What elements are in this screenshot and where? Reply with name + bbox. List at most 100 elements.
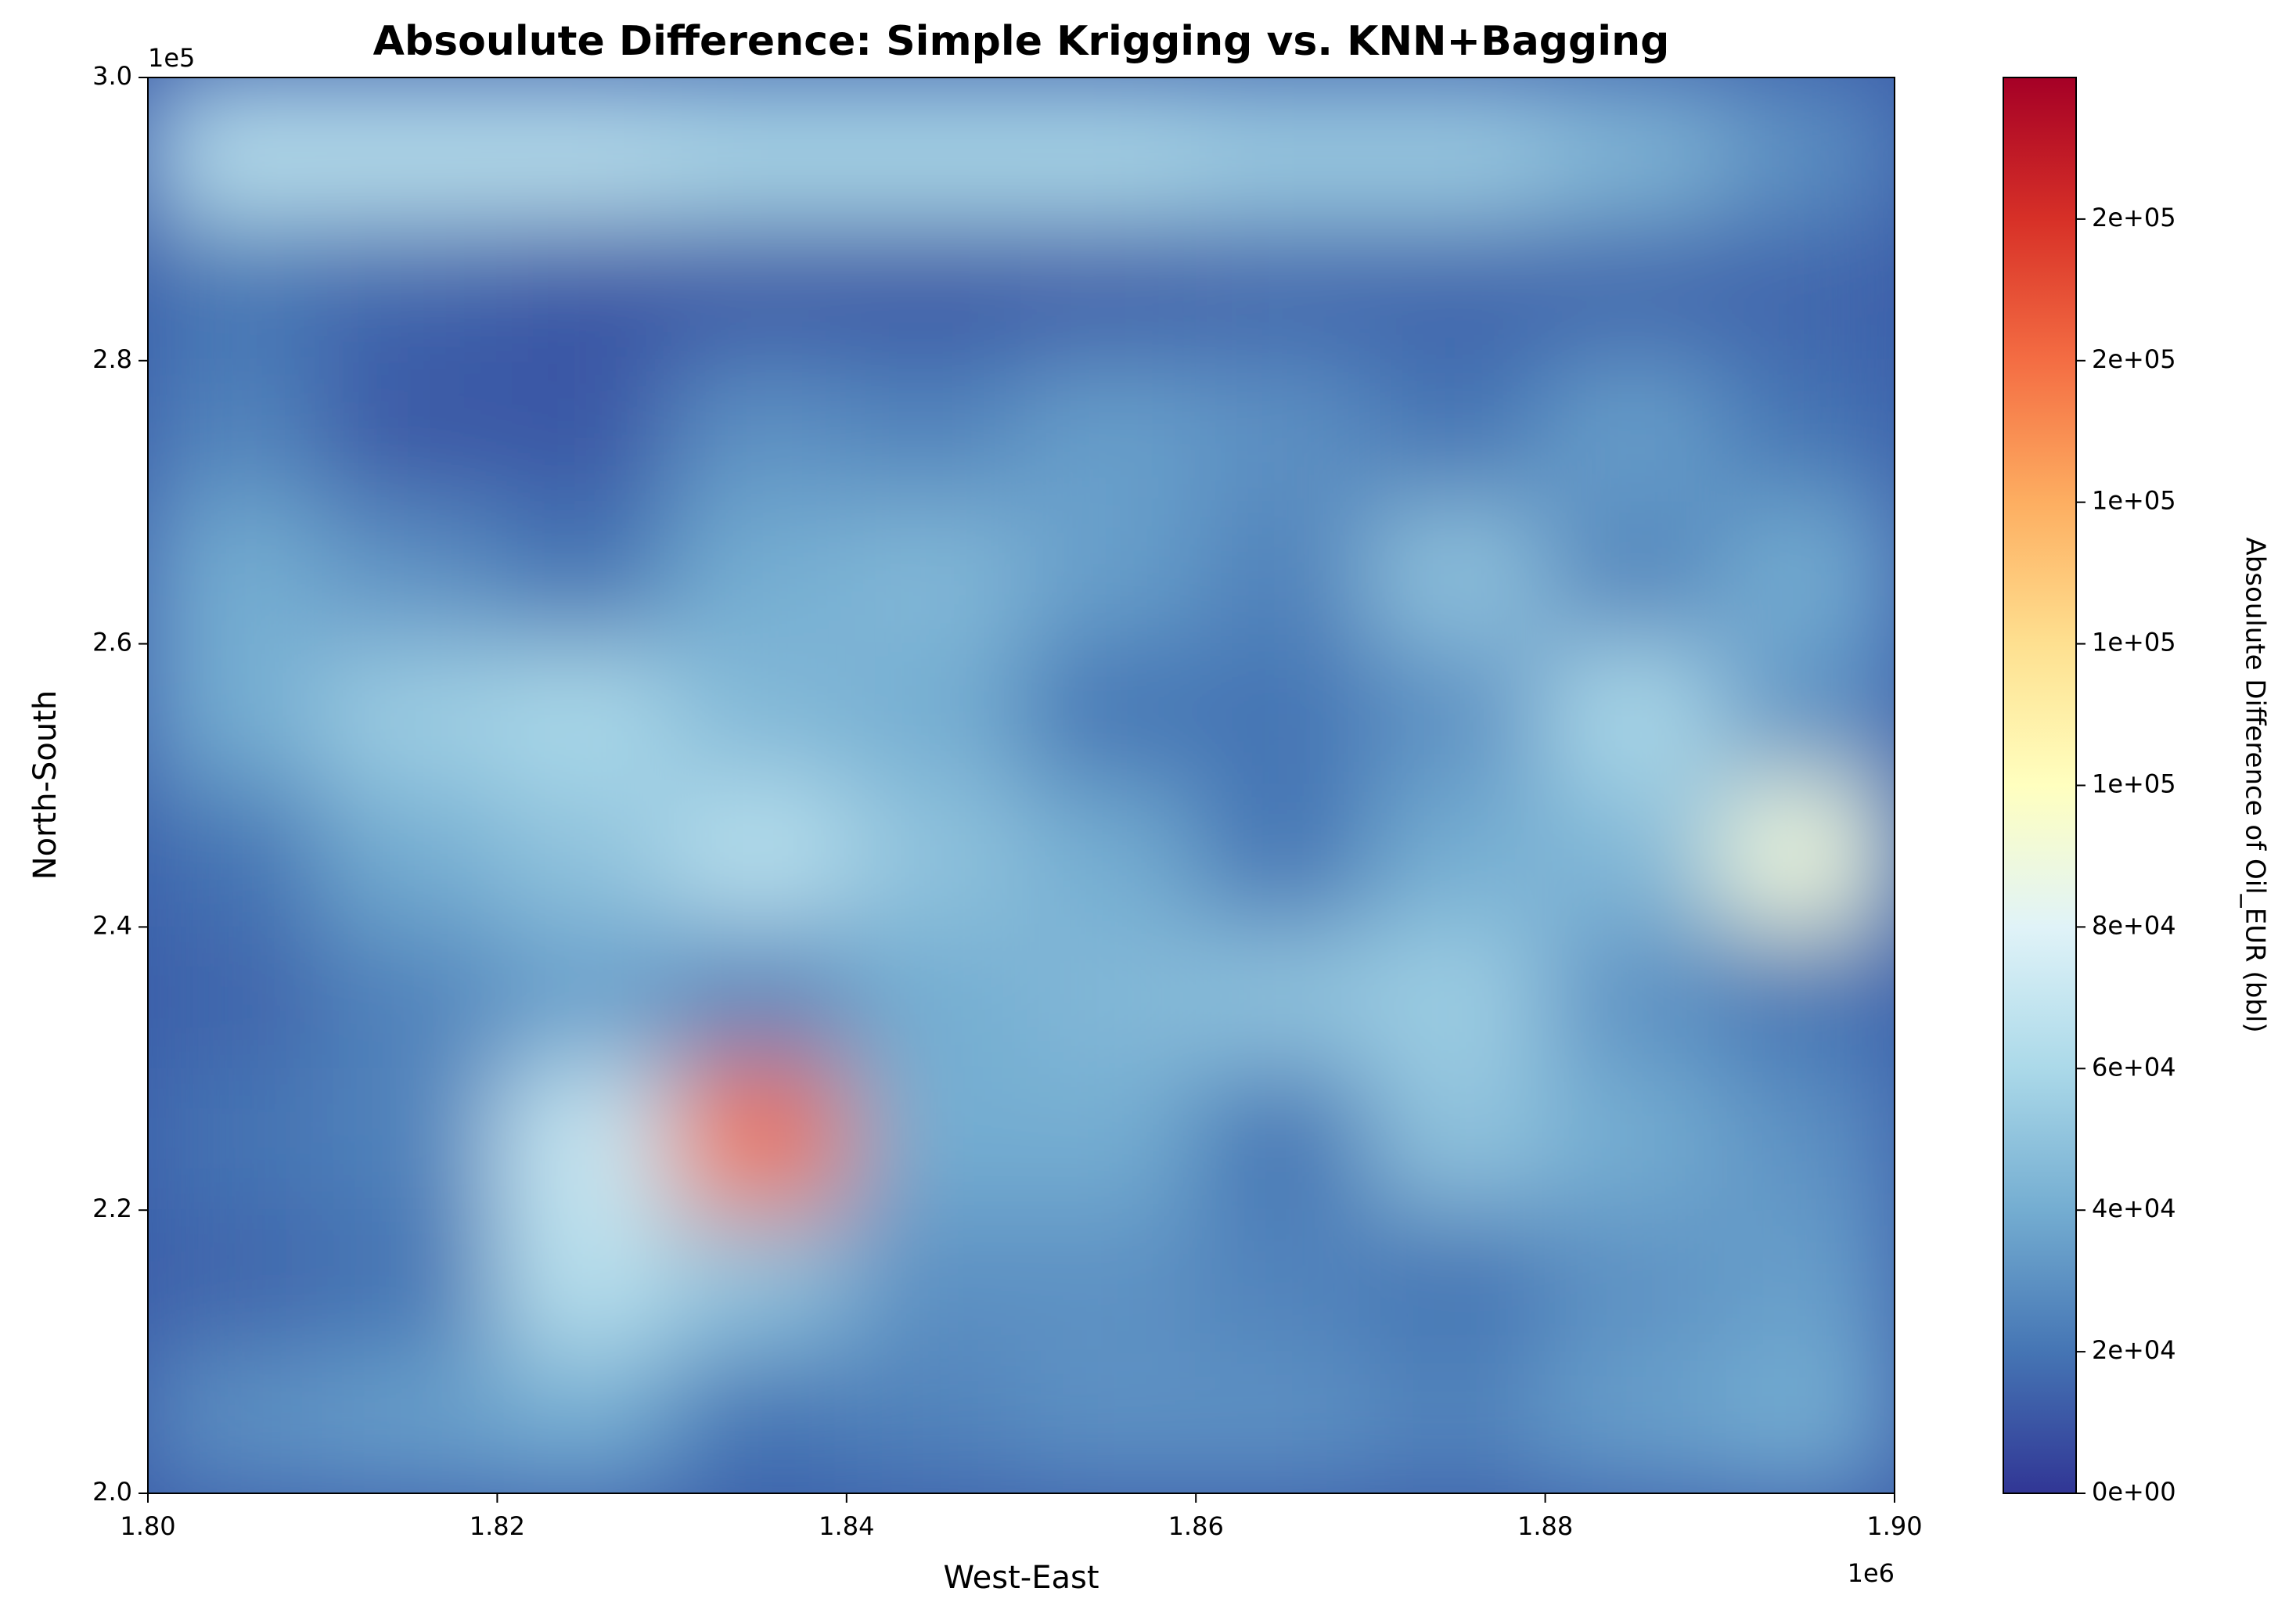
field-cell — [1020, 1351, 1197, 1493]
field-cell — [845, 643, 1022, 787]
field-cell — [845, 218, 1022, 362]
y-tick-label: 2.0 — [92, 1477, 132, 1507]
field-cell — [496, 1209, 673, 1353]
field-cell — [1369, 784, 1546, 928]
field-cell — [845, 926, 1022, 1070]
field-cell — [845, 77, 1022, 220]
field-cell — [1718, 77, 1895, 220]
field-cell — [148, 77, 324, 220]
field-cell — [1195, 1209, 1372, 1353]
field-cell — [1020, 1209, 1197, 1353]
y-tick-label: 2.2 — [92, 1194, 132, 1223]
field-cell — [1020, 1068, 1197, 1212]
field-cell — [322, 218, 498, 362]
field-cell — [148, 784, 324, 928]
field-cell — [496, 218, 673, 362]
chart-title: Absoulute Difference: Simple Krigging vs… — [373, 18, 1670, 65]
field-cell — [1544, 1209, 1721, 1353]
colorbar-tick-label: 6e+04 — [2092, 1052, 2176, 1082]
x-tick-label: 1.84 — [819, 1511, 874, 1541]
x-tick-label: 1.86 — [1168, 1511, 1224, 1541]
colorbar-tick-label: 2e+05 — [2092, 203, 2176, 232]
x-offset-label: 1e6 — [1848, 1558, 1895, 1588]
colorbar-label: Absoulute Difference of Oil_EUR (bbl) — [2240, 537, 2271, 1032]
field-cell — [1020, 926, 1197, 1070]
field-cell — [322, 1209, 498, 1353]
y-tick-label: 3.0 — [92, 61, 132, 91]
field-cell — [671, 77, 848, 220]
field-cell — [1369, 926, 1546, 1070]
field-cell — [496, 77, 673, 220]
field-cell — [671, 218, 848, 362]
field-cell — [322, 643, 498, 787]
field-cell — [671, 643, 848, 787]
field-cell — [1195, 784, 1372, 928]
field-cell — [1195, 77, 1372, 220]
field-cell — [1195, 359, 1372, 503]
field-cell — [1369, 1209, 1546, 1353]
field-cell — [322, 1351, 498, 1493]
field-cell — [845, 1351, 1022, 1493]
field-cell — [1718, 1068, 1895, 1212]
field-cell — [496, 1351, 673, 1493]
field-cell — [148, 501, 324, 645]
field-cell — [1369, 359, 1546, 503]
field-cell — [1544, 926, 1721, 1070]
field-cell — [1718, 784, 1895, 928]
plot-frame — [147, 77, 1895, 1494]
colorbar-tick-label: 0e+00 — [2092, 1477, 2176, 1507]
x-axis-label: West-East — [943, 1560, 1099, 1596]
field-cell — [671, 501, 848, 645]
field-cell — [1369, 501, 1546, 645]
field-cell — [1020, 218, 1197, 362]
field-cell — [1369, 77, 1546, 220]
y-tick-label: 2.8 — [92, 344, 132, 374]
field-cell — [671, 926, 848, 1070]
field-cell — [845, 359, 1022, 503]
colorbar-tick-label: 2e+04 — [2092, 1335, 2176, 1365]
field — [148, 77, 1895, 1493]
field-cell — [322, 1068, 498, 1212]
field-cell — [1544, 359, 1721, 503]
y-offset-label: 1e5 — [148, 43, 195, 73]
y-axis-label: North-South — [27, 690, 63, 880]
field-cell — [1195, 501, 1372, 645]
field-cell — [845, 784, 1022, 928]
field-cell — [1195, 926, 1372, 1070]
colorbar-tick-label: 1e+05 — [2092, 769, 2176, 799]
field-cell — [1544, 1351, 1721, 1493]
field-cell — [671, 1068, 848, 1212]
colorbar-tick-label: 1e+05 — [2092, 486, 2176, 516]
field-cell — [1195, 643, 1372, 787]
field-cell — [845, 501, 1022, 645]
field-cell — [671, 1351, 848, 1493]
field-cell — [148, 359, 324, 503]
field-cell — [671, 359, 848, 503]
field-cell — [1195, 1351, 1372, 1493]
field-cell — [1544, 218, 1721, 362]
field-cell — [1020, 77, 1197, 220]
field-cell — [1369, 218, 1546, 362]
field-cell — [845, 1209, 1022, 1353]
y-tick-label: 2.4 — [92, 910, 132, 940]
field-cell — [496, 926, 673, 1070]
field-cell — [496, 1068, 673, 1212]
x-tick-label: 1.80 — [120, 1511, 175, 1541]
field-cell — [1369, 1351, 1546, 1493]
field-cell — [322, 359, 498, 503]
field-cell — [1195, 218, 1372, 362]
colorbar — [2003, 77, 2077, 1494]
field-cell — [1020, 359, 1197, 503]
field-cell — [1544, 643, 1721, 787]
field-cell — [1195, 1068, 1372, 1212]
field-cell — [671, 784, 848, 928]
field-cell — [1718, 501, 1895, 645]
field-cell — [1544, 1068, 1721, 1212]
field-cell — [671, 1209, 848, 1353]
field-cell — [496, 643, 673, 787]
field-cell — [322, 77, 498, 220]
field-cell — [1718, 926, 1895, 1070]
field-cell — [1718, 359, 1895, 503]
field-cell — [1718, 1351, 1895, 1493]
